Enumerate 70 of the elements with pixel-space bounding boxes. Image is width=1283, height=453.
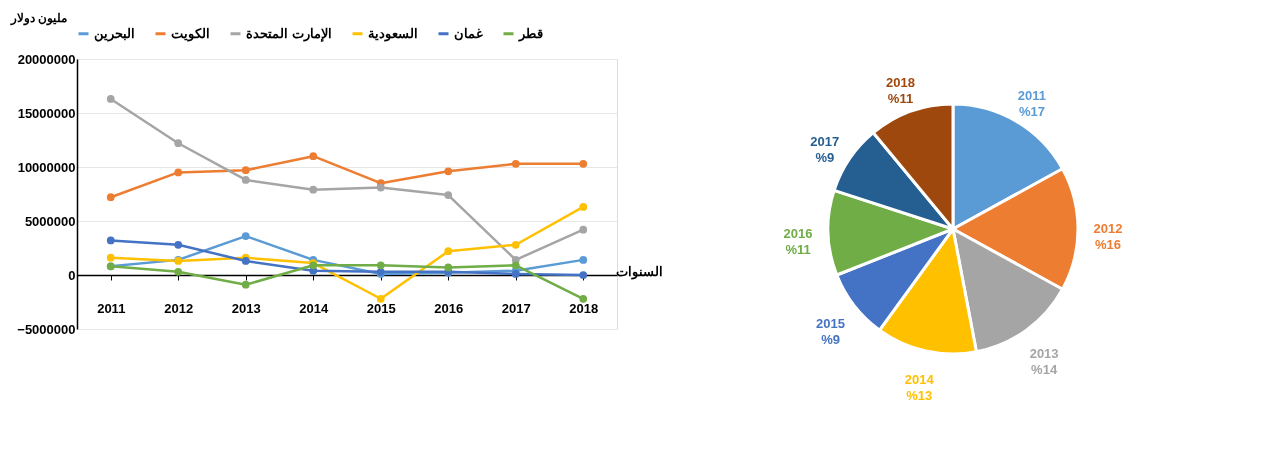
slice-label: 2015	[816, 316, 845, 331]
point	[309, 152, 318, 161]
x-axis-title: السنوات	[615, 263, 663, 280]
data-label: %9	[821, 332, 840, 347]
point	[511, 159, 520, 168]
point	[106, 193, 115, 202]
legend-label: السعودية	[368, 25, 418, 42]
slice-label: 2017	[810, 133, 840, 149]
x-tick-label: 2014	[299, 300, 329, 316]
point	[241, 166, 250, 175]
data-label: %11	[887, 91, 914, 107]
point	[241, 280, 250, 289]
y-tick-label: 5000000	[24, 213, 76, 229]
data-label: %9	[815, 149, 835, 165]
y-tick-label: 10000000	[17, 159, 76, 175]
x-tick-label: 2018	[569, 300, 599, 316]
legend-label: قطر	[518, 25, 543, 42]
point	[174, 267, 183, 276]
point	[174, 240, 183, 249]
point	[444, 263, 453, 272]
x-tick-label: 2016	[434, 300, 464, 316]
point	[511, 261, 520, 270]
x-tick-label: 2013	[231, 300, 261, 316]
point	[579, 225, 588, 234]
slice-label: 2013	[1029, 346, 1059, 362]
point	[376, 183, 385, 192]
y-tick-label: 0	[68, 267, 76, 283]
slice-label: 2014	[904, 372, 935, 388]
data-label: %13	[906, 388, 933, 404]
point	[174, 139, 183, 148]
x-tick-label: 2015	[366, 300, 396, 316]
y-tick-label: 20000000	[17, 51, 76, 67]
x-tick-label: 2012	[164, 300, 194, 316]
data-label: %17	[1018, 103, 1045, 119]
point	[106, 95, 115, 103]
point	[241, 232, 250, 240]
point	[376, 294, 385, 303]
point	[579, 256, 588, 264]
slice-label: 2012	[1093, 221, 1123, 236]
point	[241, 176, 250, 184]
y-tick-label: 15000000	[17, 105, 76, 121]
point	[174, 168, 183, 177]
point	[444, 247, 453, 256]
y-tick-label: −5000000	[17, 321, 76, 337]
legend-label: الإمارت المتحدة	[246, 25, 332, 42]
data-label: %11	[785, 241, 811, 257]
point	[511, 240, 520, 249]
slice-label: 2016	[783, 225, 813, 241]
point	[106, 253, 115, 262]
point	[579, 271, 588, 279]
point	[511, 270, 520, 278]
point	[444, 191, 453, 199]
point	[376, 261, 385, 270]
point	[106, 236, 115, 245]
legend-label: غمان	[454, 25, 483, 41]
slice-label: 2011	[1017, 87, 1046, 103]
point	[579, 203, 588, 211]
x-tick-label: 2017	[501, 300, 531, 316]
slice-label: 2018	[886, 75, 915, 91]
data-label: %14	[1031, 362, 1058, 378]
point	[241, 257, 250, 265]
point	[309, 185, 318, 194]
point	[579, 294, 588, 303]
y-axis-title: مليون دولار	[10, 10, 68, 26]
legend-label: الكويت	[171, 25, 210, 42]
x-tick-label: 2011	[97, 300, 126, 316]
data-label: %16	[1094, 237, 1122, 252]
legend-label: البحرين	[94, 25, 135, 42]
point	[579, 159, 588, 168]
point	[444, 167, 453, 176]
